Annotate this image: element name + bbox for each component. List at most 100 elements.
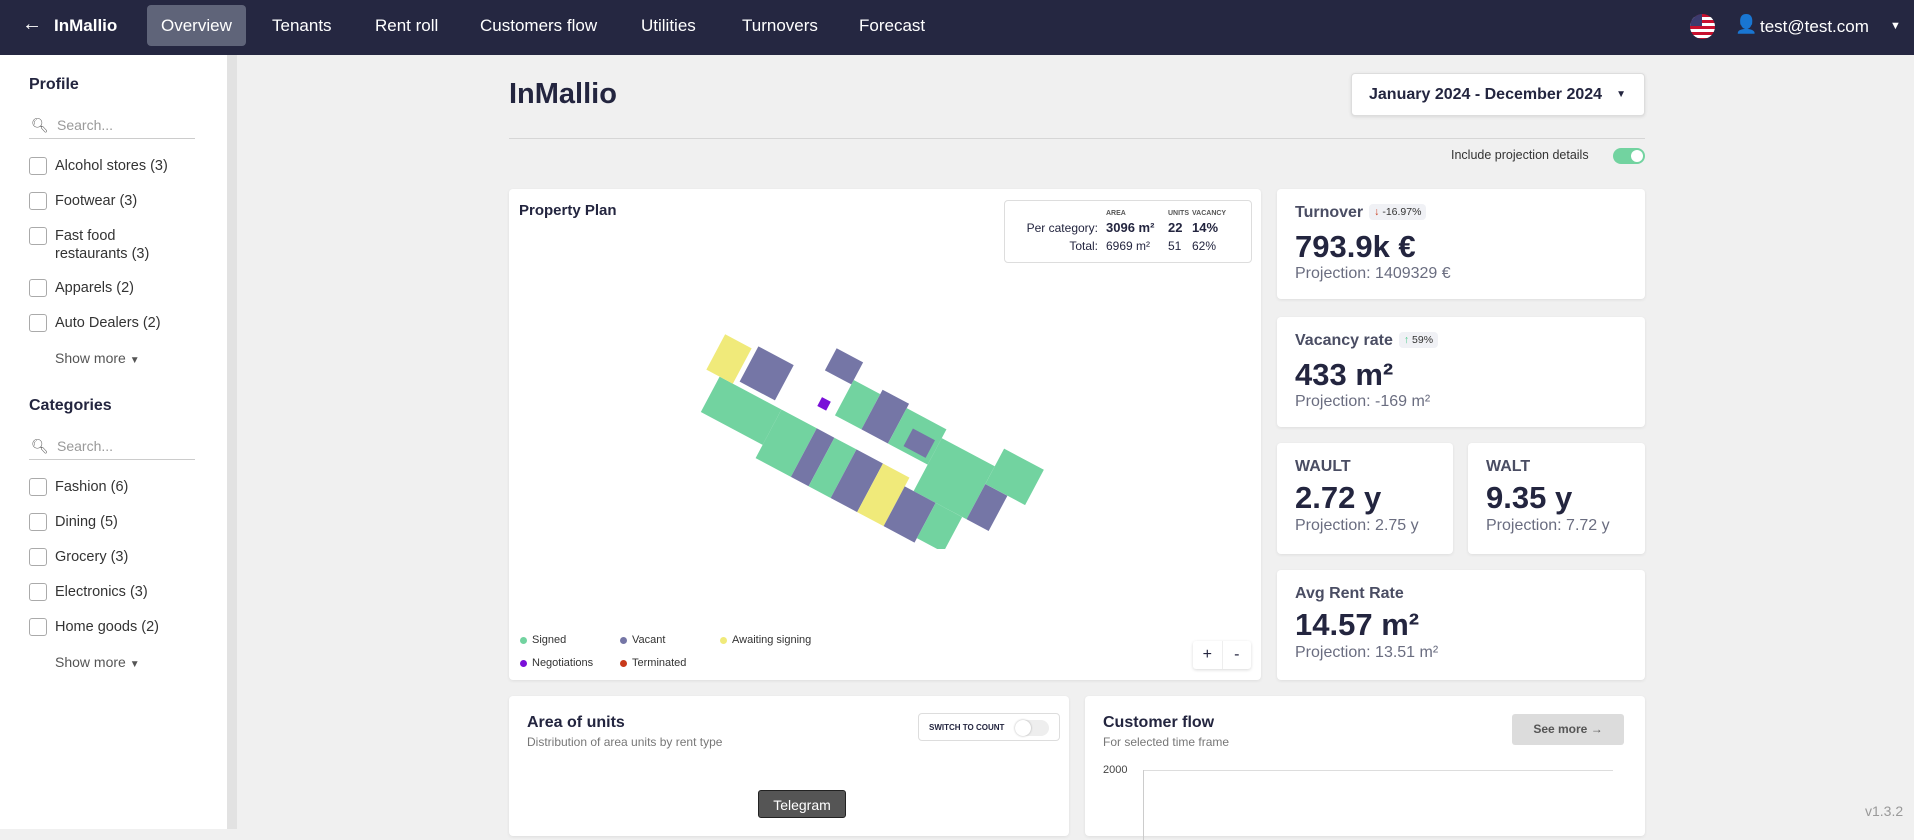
see-more-button[interactable]: See more → <box>1512 714 1624 745</box>
user-email[interactable]: test@test.com <box>1760 17 1869 36</box>
y-axis <box>1143 770 1144 840</box>
card-subtitle: Distribution of area units by rent type <box>527 735 723 749</box>
kpi-projection: Projection: 1409329 € <box>1295 265 1451 282</box>
category-checkbox[interactable]: Electronics (3) <box>29 583 199 601</box>
change-badge: ↑ 59% <box>1398 332 1439 348</box>
legend-terminated: Terminated <box>620 657 686 669</box>
profile-show-more[interactable]: Show more ▼ <box>55 350 140 366</box>
total-area: 6969 m² <box>1106 239 1151 253</box>
unit-signed <box>808 437 857 498</box>
sidebar-scrollbar[interactable] <box>227 55 237 829</box>
chart-tooltip: Telegram <box>758 790 846 818</box>
categories-show-more[interactable]: Show more ▼ <box>55 654 140 670</box>
category-checkbox[interactable]: Grocery (3) <box>29 548 199 566</box>
tab-utilities[interactable]: Utilities <box>641 16 696 35</box>
tab-tenants[interactable]: Tenants <box>272 16 332 35</box>
legend-dot <box>620 660 627 667</box>
us-flag-icon[interactable] <box>1690 14 1715 39</box>
per-category-vacancy: 14% <box>1192 220 1219 235</box>
date-range-dropdown[interactable]: January 2024 - December 2024 ▼ <box>1351 73 1645 116</box>
kpi-title: Avg Rent Rate <box>1295 585 1404 602</box>
unit-signed <box>755 409 817 477</box>
unit-vacant <box>739 346 794 401</box>
legend-dot <box>620 637 627 644</box>
top-navbar: ← InMallio Overview Tenants Rent roll Cu… <box>0 0 1914 55</box>
card-title: Area of units <box>527 714 625 731</box>
kpi-value: 433 m² <box>1295 357 1394 392</box>
legend-label: Negotiations <box>532 657 594 669</box>
brand: InMallio <box>54 16 118 35</box>
profile-checkbox[interactable]: Footwear (3) <box>29 192 199 210</box>
zoom-controls: + - <box>1193 641 1251 669</box>
unit-vacant <box>861 389 910 444</box>
legend-dot <box>520 660 527 667</box>
category-checkbox[interactable]: Home goods (2) <box>29 618 199 636</box>
y-tick-label: 2000 <box>1103 764 1128 776</box>
search-icon: 🔍︎ <box>31 438 49 454</box>
property-plan-card: Property Plan AREA UNITS VACANCY Per cat… <box>509 189 1261 680</box>
profile-checkbox[interactable]: Auto Dealers (2) <box>29 314 199 332</box>
tab-turnovers[interactable]: Turnovers <box>742 16 818 35</box>
property-plan-title: Property Plan <box>519 202 617 219</box>
turnover-card: Turnover ↓ -16.97% 793.9k € Projection: 1… <box>1277 189 1645 299</box>
tab-overview[interactable]: Overview <box>147 5 246 46</box>
card-title: Customer flow <box>1103 714 1215 731</box>
tab-rent-roll[interactable]: Rent roll <box>375 16 439 35</box>
search-placeholder: Search... <box>57 117 114 133</box>
chevron-down-icon[interactable]: ▼ <box>1890 20 1901 32</box>
tab-forecast[interactable]: Forecast <box>859 16 926 35</box>
category-checkbox[interactable]: Fashion (6) <box>29 478 199 496</box>
unit-vacant <box>903 428 935 458</box>
unit-awaiting <box>857 463 910 527</box>
arrow-up-icon: ↑ <box>1403 334 1410 346</box>
unit-vacant <box>883 486 936 543</box>
avg-rent-card: Avg Rent Rate 14.57 m² Projection: 13.51… <box>1277 570 1645 680</box>
change-badge: ↓ -16.97% <box>1369 204 1427 220</box>
kpi-value: 2.72 y <box>1295 480 1382 515</box>
category-checkbox[interactable]: Dining (5) <box>29 513 199 531</box>
arrow-left-icon[interactable]: ← <box>22 13 42 35</box>
unit-negotiations <box>817 397 831 411</box>
per-category-label: Per category: <box>1026 221 1098 235</box>
switch-to-count-toggle[interactable]: SWITCH TO COUNT <box>918 713 1060 741</box>
zoom-out-button[interactable]: - <box>1234 646 1240 663</box>
projection-toggle[interactable] <box>1613 148 1645 164</box>
sidebar: Profile 🔍︎ Search... Alcohol stores (3) F… <box>0 55 227 829</box>
profile-checkbox[interactable]: Apparels (2) <box>29 279 199 297</box>
kpi-projection: Projection: 2.75 y <box>1295 517 1419 534</box>
show-more-label: Show more <box>55 654 126 670</box>
zoom-in-button[interactable]: + <box>1193 641 1223 669</box>
categories-heading: Categories <box>29 397 112 414</box>
unit-signed <box>700 376 782 445</box>
tab-customers-flow[interactable]: Customers flow <box>480 16 598 35</box>
col-vacancy: VACANCY <box>1192 210 1227 217</box>
unit-signed <box>916 502 963 549</box>
unit-vacant <box>790 428 835 487</box>
property-map[interactable] <box>699 289 1079 549</box>
kpi-title: WALT <box>1486 458 1531 475</box>
divider <box>509 138 1645 139</box>
arrow-right-icon: → <box>1590 722 1603 736</box>
kpi-value: 14.57 m² <box>1295 607 1420 642</box>
kpi-value: 793.9k € <box>1295 229 1416 264</box>
kpi-value: 9.35 y <box>1486 480 1573 515</box>
switch-label: SWITCH TO COUNT <box>929 723 1005 732</box>
kpi-projection: Projection: -169 m² <box>1295 393 1431 410</box>
card-subtitle: For selected time frame <box>1103 735 1230 749</box>
unit-signed <box>985 448 1044 506</box>
profile-checkbox[interactable]: Fast food restaurants (3) <box>29 227 179 263</box>
show-more-label: Show more <box>55 350 126 366</box>
categories-search-input[interactable]: 🔍︎ Search... <box>29 434 195 460</box>
unit-vacant <box>966 483 1008 532</box>
total-vacancy: 62% <box>1192 239 1217 253</box>
col-units: UNITS <box>1168 210 1189 217</box>
legend-label: Awaiting signing <box>732 634 812 646</box>
profile-search-input[interactable]: 🔍︎ Search... <box>29 113 195 139</box>
profile-checkbox[interactable]: Alcohol stores (3) <box>29 157 199 175</box>
total-units: 51 <box>1168 239 1182 253</box>
unit-signed <box>834 380 881 430</box>
toggle-track <box>1015 720 1049 736</box>
total-label: Total: <box>1069 239 1098 253</box>
arrow-down-icon: ↓ <box>1374 206 1380 218</box>
per-category-units: 22 <box>1168 220 1183 235</box>
